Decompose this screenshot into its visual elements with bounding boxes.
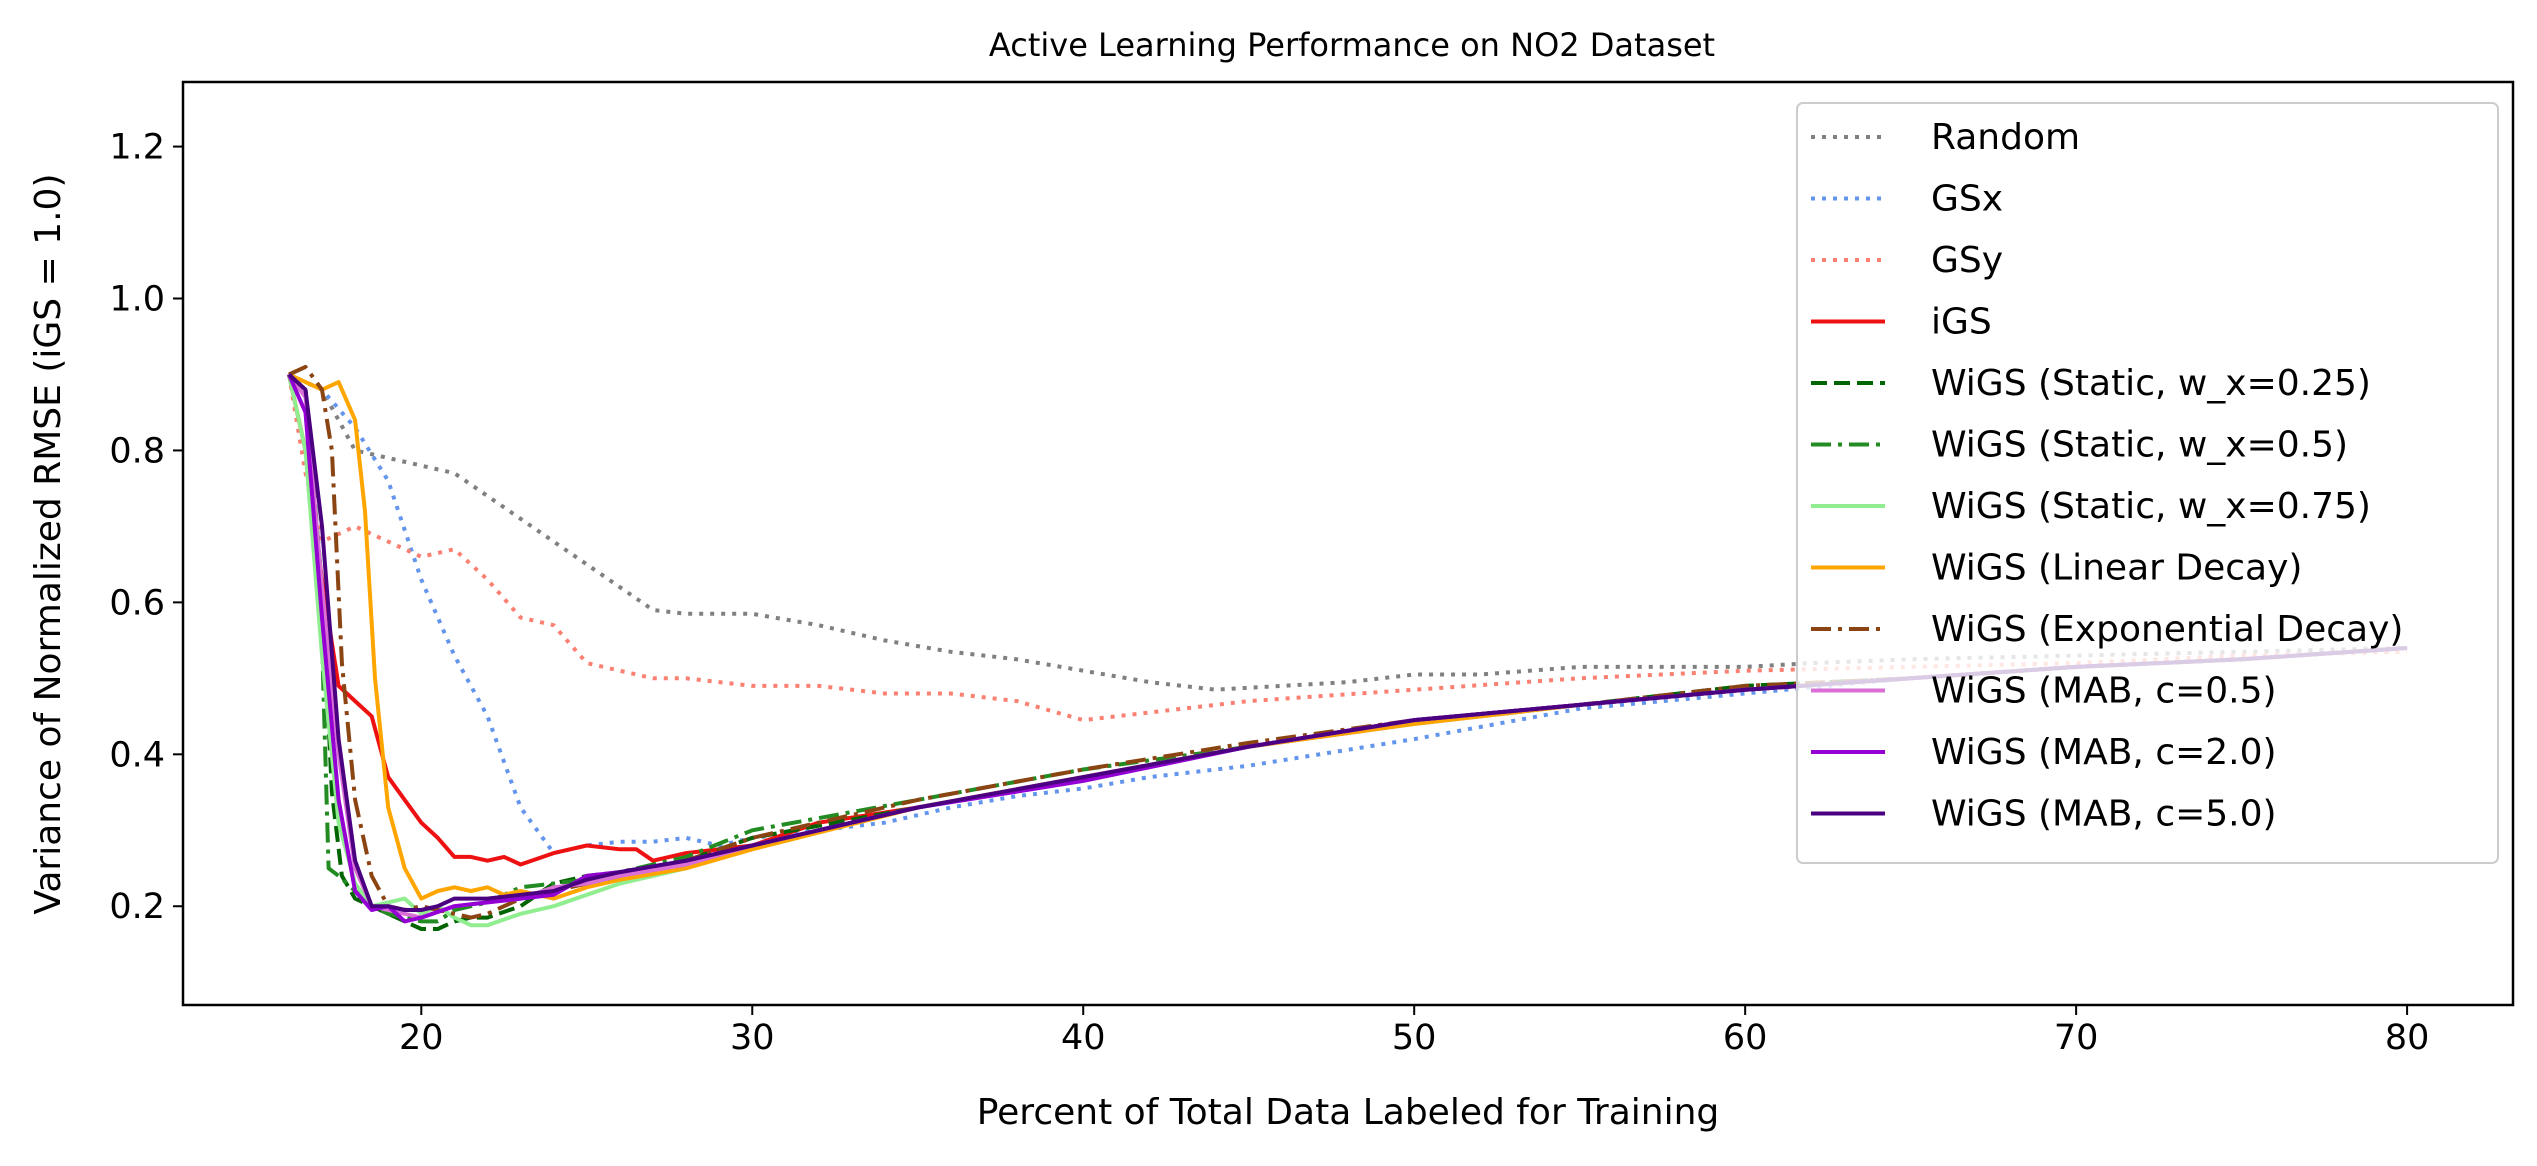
x-tick-label: 70 <box>2054 1018 2099 1058</box>
legend-label: WiGS (Static, w_x=0.5) <box>1931 425 2348 466</box>
series-lines <box>286 364 2408 931</box>
x-tick-label: 50 <box>1392 1018 1437 1058</box>
series-line <box>286 374 2408 723</box>
x-tick-label: 40 <box>1061 1018 1106 1058</box>
legend-label: WiGS (Linear Decay) <box>1931 548 2302 589</box>
legend-label: WiGS (Static, w_x=0.25) <box>1931 363 2371 404</box>
y-tick-label: 0.4 <box>109 735 165 775</box>
legend-label: WiGS (Static, w_x=0.75) <box>1931 486 2371 527</box>
series-line <box>288 372 2408 692</box>
chart-title: Active Learning Performance on NO2 Datas… <box>989 26 1715 64</box>
legend-label: WiGS (MAB, c=2.0) <box>1931 732 2277 773</box>
axis-ticks: 20 30 40 50 60 70 80 0.2 0.4 0.6 0.8 1.0 1.2 <box>109 128 2429 1058</box>
legend-label: WiGS (Exponential Decay) <box>1931 609 2403 650</box>
x-axis-label: Percent of Total Data Labeled for Traini… <box>977 1092 1720 1133</box>
x-tick-label: 60 <box>1723 1018 1768 1058</box>
x-tick-label: 20 <box>399 1018 444 1058</box>
y-tick-label: 1.2 <box>109 128 165 168</box>
y-axis-label: Variance of Normalized RMSE (iGS = 1.0) <box>28 174 69 915</box>
legend-label: WiGS (MAB, c=5.0) <box>1931 794 2277 835</box>
legend-label: GSx <box>1931 179 2003 220</box>
legend-label: iGS <box>1931 302 1992 343</box>
x-tick-label: 30 <box>730 1018 775 1058</box>
legend: Random GSx GSy iGS WiGS (Static, w_x=0.25) Wi… <box>1796 102 2499 864</box>
y-tick-label: 1.0 <box>109 280 165 320</box>
legend-label: WiGS (MAB, c=0.5) <box>1931 671 2277 712</box>
legend-label: GSy <box>1931 240 2003 281</box>
y-tick-label: 0.2 <box>109 887 165 927</box>
legend-frame <box>1796 102 2499 864</box>
y-tick-label: 0.8 <box>109 431 165 471</box>
series-line <box>287 373 2408 912</box>
plot-frame <box>181 80 2515 1007</box>
legend-label: Random <box>1931 117 2080 158</box>
x-tick-label: 80 <box>2385 1018 2430 1058</box>
y-tick-label: 0.6 <box>109 583 165 623</box>
